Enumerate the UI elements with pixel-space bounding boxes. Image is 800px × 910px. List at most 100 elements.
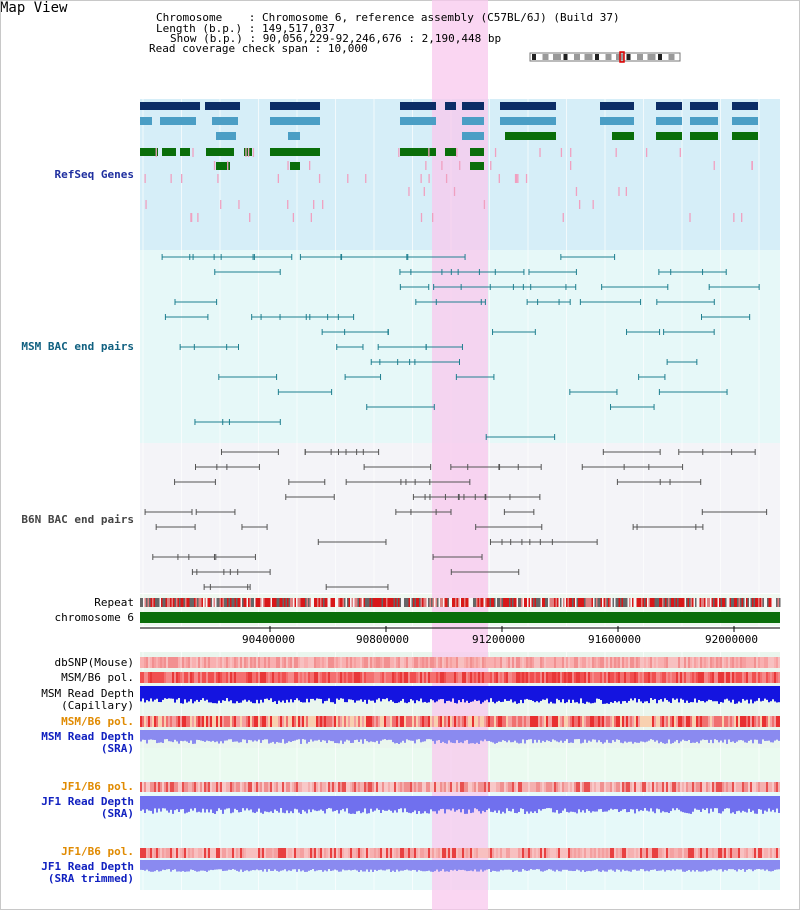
track-label-refseq[interactable]: RefSeq Genes [54, 168, 134, 181]
jf1-trim-depth [246, 860, 248, 871]
msm-capillary-depth [610, 686, 612, 703]
msm-capillary-depth [330, 686, 332, 703]
jf1-sra-depth [642, 796, 644, 811]
track-label-msm-bac[interactable]: MSM BAC end pairs [21, 340, 134, 353]
msm-pol-heat [180, 672, 182, 683]
msm-capillary-depth [704, 686, 706, 703]
jf1-trim-depth [540, 860, 542, 872]
gene-tick [292, 213, 295, 222]
jf1-trim-depth [634, 860, 636, 870]
jf1-pol-heat [428, 782, 430, 792]
jf1-sra-depth [392, 796, 394, 813]
jf1-pol2-heat [202, 848, 204, 858]
msm-capillary-depth [608, 686, 610, 704]
repeat-mark [683, 598, 685, 607]
msm-sra-depth [476, 730, 478, 743]
msm-pol2-heat [382, 716, 384, 727]
jf1-sra-depth [236, 796, 238, 810]
msm-pol-heat [718, 672, 720, 683]
msm-capillary-depth [516, 686, 518, 704]
jf1-sra-depth [730, 796, 732, 814]
msm-pol-heat [434, 672, 436, 683]
jf1-sra-depth [484, 796, 486, 813]
jf1-pol2-heat [286, 848, 288, 858]
dbsnp-heat [736, 657, 738, 668]
jf1-sra-depth [266, 796, 268, 812]
gene-tick [592, 200, 594, 209]
jf1-trim-depth [164, 860, 166, 871]
jf1-trim-depth [208, 860, 210, 871]
msm-sra-depth [674, 730, 676, 742]
msm-sra-depth [168, 730, 170, 742]
msm-capillary-depth [422, 686, 424, 703]
gene-tick [287, 200, 289, 209]
msm-sra-depth [354, 730, 356, 741]
dbsnp-heat [348, 657, 350, 668]
msm-capillary-depth [276, 686, 278, 704]
msm-sra-depth [676, 730, 678, 740]
dbsnp-heat [776, 657, 778, 668]
gene-feature [690, 102, 718, 110]
repeat-mark [150, 598, 152, 607]
jf1-sra-depth [644, 796, 646, 809]
msm-capillary-depth [492, 686, 494, 702]
msm-capillary-depth [394, 686, 396, 704]
repeat-mark [311, 598, 313, 607]
msm-pol2-heat [564, 716, 566, 727]
repeat-mark [243, 598, 245, 607]
dbsnp-heat [366, 657, 368, 668]
msm-capillary-depth [650, 686, 652, 699]
msm-pol2-heat [484, 716, 486, 727]
jf1-pol-heat [318, 782, 320, 792]
jf1-pol2-heat [306, 848, 308, 858]
jf1-pol-heat [600, 782, 602, 792]
track-label-jf1-read-depth-trim: JF1 Read Depth [41, 860, 134, 873]
dbsnp-heat [386, 657, 388, 668]
msm-sra-depth [324, 730, 326, 741]
msm-sra-depth [694, 730, 696, 743]
msm-sra-depth [520, 730, 522, 744]
msm-pol2-heat [368, 716, 370, 727]
jf1-sra-depth [332, 796, 334, 812]
msm-sra-depth [604, 730, 606, 743]
jf1-pol-heat [212, 782, 214, 792]
jf1-pol2-heat [284, 848, 286, 858]
repeat-mark [212, 598, 214, 607]
jf1-pol-heat [218, 782, 220, 792]
track-label-jf1-b6-pol-2: JF1/B6 pol. [61, 845, 134, 858]
repeat-mark [359, 598, 361, 607]
dbsnp-heat [458, 657, 460, 668]
jf1-pol2-heat [204, 848, 206, 858]
gene-feature [400, 148, 436, 156]
jf1-trim-depth [476, 860, 478, 872]
jf1-pol-heat [250, 782, 252, 792]
repeat-mark [308, 598, 310, 607]
msm-pol-heat [676, 672, 678, 683]
jf1-trim-depth [684, 860, 686, 872]
msm-capillary-depth [400, 686, 402, 701]
msm-pol2-heat [688, 716, 690, 727]
gene-feature [140, 117, 152, 125]
jf1-pol2-heat [456, 848, 458, 858]
msm-sra-depth [340, 730, 342, 741]
msm-pol2-heat [430, 716, 432, 727]
msm-sra-depth [702, 730, 704, 740]
msm-pol-heat [376, 672, 378, 683]
repeat-mark [290, 598, 292, 607]
msm-capillary-depth [326, 686, 328, 701]
msm-pol2-heat [700, 716, 702, 727]
msm-capillary-depth [338, 686, 340, 700]
dbsnp-heat [226, 657, 228, 668]
dbsnp-heat [382, 657, 384, 668]
msm-sra-depth [188, 730, 190, 743]
jf1-trim-depth [248, 860, 250, 872]
jf1-pol-heat [606, 782, 608, 792]
gene-feature [216, 132, 236, 140]
msm-capillary-depth [374, 686, 376, 703]
jf1-sra-depth [258, 796, 260, 809]
jf1-sra-depth [232, 796, 234, 813]
track-label-b6n-bac[interactable]: B6N BAC end pairs [21, 513, 134, 526]
jf1-pol2-heat [404, 848, 406, 858]
jf1-pol2-heat [422, 848, 424, 858]
